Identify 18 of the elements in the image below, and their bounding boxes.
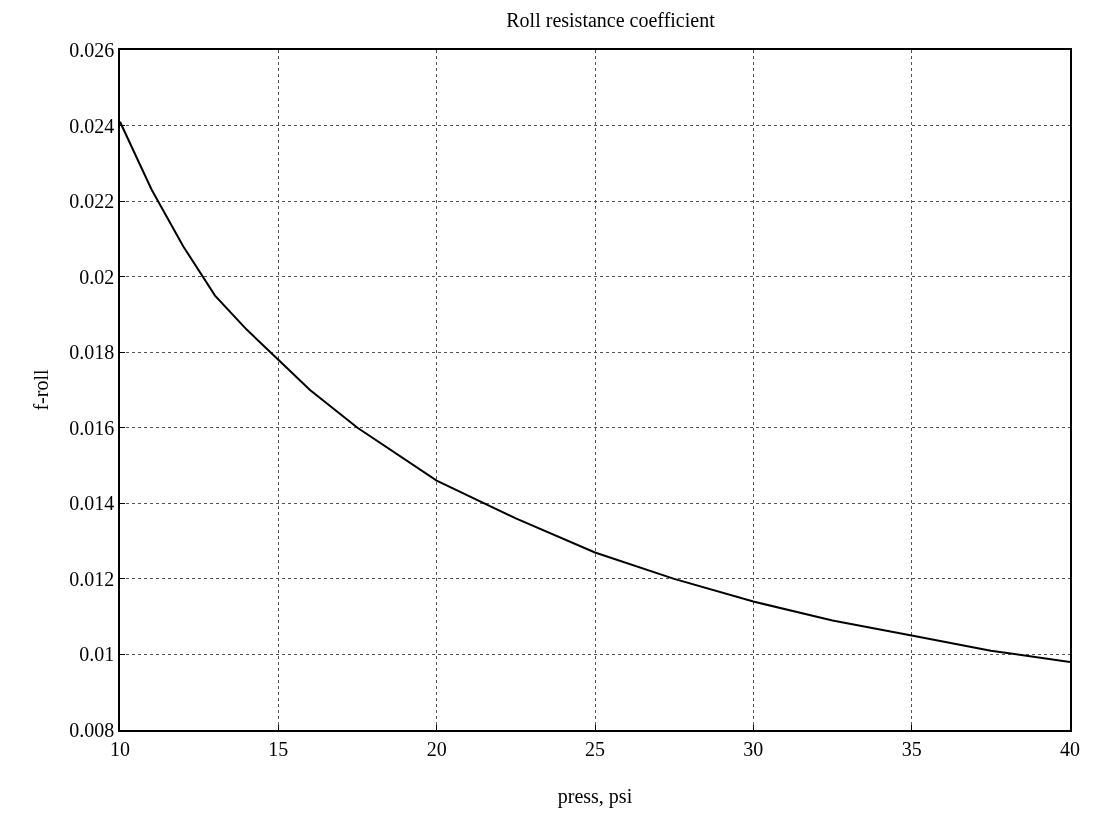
y-axis-title: f-roll: [30, 369, 53, 411]
x-tick-label: 40: [1060, 737, 1080, 760]
y-tick-label: 0.022: [69, 190, 115, 213]
y-tick-label: 0.024: [69, 114, 115, 137]
y-tick-label: 0.01: [79, 643, 115, 666]
x-axis-title: press, psi: [557, 784, 633, 808]
y-tick-label: 0.018: [69, 341, 115, 364]
x-tick-label: 15: [268, 737, 289, 760]
y-tick-label: 0.026: [69, 39, 115, 61]
chart-title: Roll resistance coefficient: [506, 8, 716, 31]
x-tick-label: 35: [901, 737, 922, 760]
y-tick-label: 0.016: [69, 416, 115, 439]
x-tick-label: 25: [585, 737, 605, 760]
y-tick-label: 0.012: [69, 567, 115, 590]
x-tick-label: 20: [426, 737, 447, 760]
y-tick-label: 0.02: [79, 265, 115, 288]
x-tick-label: 30: [743, 737, 764, 760]
y-tick-label: 0.014: [69, 492, 115, 515]
